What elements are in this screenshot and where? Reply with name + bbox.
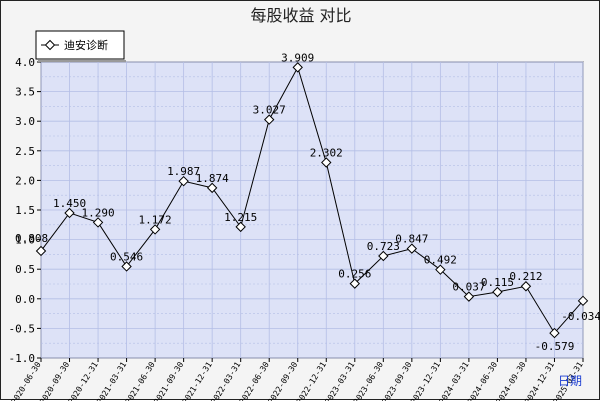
y-axis: 4.0 3.5 3.0 2.5 2.0 1.5 1.0 0.5 0.0 -0.5 -1.0 bbox=[9, 56, 41, 365]
y-tick-label: -0.5 bbox=[9, 322, 36, 335]
x-tick-label: 2023-09-30 bbox=[380, 360, 413, 401]
x-tick-label: 2022-03-31 bbox=[209, 360, 242, 401]
x-tick-label: 2023-06-30 bbox=[352, 360, 385, 401]
data-label: 1.215 bbox=[224, 211, 257, 224]
data-label: 0.212 bbox=[509, 270, 542, 283]
data-point bbox=[64, 207, 75, 219]
data-point bbox=[292, 62, 303, 73]
data-label: 0.723 bbox=[367, 240, 400, 253]
legend-marker-icon bbox=[44, 39, 56, 51]
legend-shadow bbox=[38, 60, 126, 62]
data-label: 0.546 bbox=[110, 250, 143, 263]
y-tick-label: 4.0 bbox=[15, 56, 35, 69]
data-point bbox=[178, 175, 189, 187]
data-label: 3.909 bbox=[281, 51, 314, 64]
x-tick-label: 2024-09-30 bbox=[494, 360, 527, 401]
data-point bbox=[149, 224, 161, 235]
grid-lines bbox=[40, 61, 584, 359]
y-tick-label: -1.0 bbox=[9, 352, 36, 365]
x-tick-label: 2024-03-31 bbox=[437, 360, 470, 401]
y-tick-label: 0.0 bbox=[15, 293, 35, 306]
data-point bbox=[378, 250, 389, 262]
data-point bbox=[463, 291, 475, 302]
data-point bbox=[35, 245, 47, 257]
y-tick-label: 1.0 bbox=[15, 234, 35, 247]
data-point bbox=[549, 327, 560, 339]
data-point bbox=[264, 114, 275, 125]
data-point bbox=[206, 182, 218, 194]
x-tick-label: 2022-06-30 bbox=[238, 360, 271, 401]
data-point bbox=[520, 281, 532, 292]
data-label: 0.256 bbox=[338, 268, 371, 281]
data-label: 1.987 bbox=[167, 165, 200, 178]
x-tick-label: 2024-06-30 bbox=[466, 360, 499, 401]
data-point bbox=[577, 295, 589, 307]
data-label: 0.847 bbox=[395, 233, 428, 246]
x-axis-label: 日期 bbox=[558, 374, 582, 388]
x-tick-label: 2024-12-31 bbox=[523, 360, 556, 401]
y-tick-label: 1.5 bbox=[15, 204, 35, 217]
data-label: 0.808 bbox=[15, 232, 48, 245]
data-point bbox=[492, 286, 503, 298]
data-label: -0.034 bbox=[561, 310, 600, 323]
y-tick-label: 2.5 bbox=[15, 145, 35, 158]
y-tick-label: 2.0 bbox=[15, 174, 35, 187]
data-point bbox=[349, 278, 360, 289]
data-point bbox=[321, 157, 332, 168]
data-point bbox=[235, 221, 246, 233]
x-tick-label: 2021-09-30 bbox=[152, 360, 185, 401]
data-point bbox=[92, 217, 104, 228]
y-tick-label: 3.0 bbox=[15, 115, 35, 128]
y-tick-label: 0.5 bbox=[15, 263, 35, 276]
data-label: 1.450 bbox=[53, 197, 86, 210]
chart-title: 每股收益 对比 bbox=[250, 6, 351, 25]
x-tick-label: 2020-06-30 bbox=[10, 360, 43, 401]
x-tick-label: 2021-06-30 bbox=[124, 360, 157, 401]
legend: 迪安诊断 bbox=[35, 30, 126, 62]
data-label: 2.302 bbox=[310, 147, 343, 160]
data-label: 0.115 bbox=[481, 276, 514, 289]
series-line bbox=[40, 66, 584, 334]
x-tick-label: 2023-12-31 bbox=[409, 360, 442, 401]
data-label: 1.290 bbox=[81, 206, 114, 219]
x-tick-label: 2023-03-31 bbox=[323, 360, 356, 401]
data-label: 1.172 bbox=[139, 213, 172, 226]
x-tick-label: 2022-12-31 bbox=[295, 360, 328, 401]
x-axis: 2020-06-302020-09-302020-12-312021-03-31… bbox=[10, 358, 585, 401]
data-label: -0.579 bbox=[535, 340, 575, 353]
x-tick-label: 2021-03-31 bbox=[95, 360, 128, 401]
data-point bbox=[435, 264, 446, 275]
x-tick-label: 2022-09-30 bbox=[266, 360, 299, 401]
x-tick-label: 2021-12-31 bbox=[181, 360, 214, 401]
x-tick-label: 2020-12-31 bbox=[67, 360, 100, 401]
data-label: 1.874 bbox=[196, 172, 229, 185]
series-layer bbox=[35, 62, 589, 339]
data-label: 0.037 bbox=[452, 281, 485, 294]
data-label: 3.027 bbox=[253, 104, 286, 117]
legend-series-name: 迪安诊断 bbox=[64, 38, 108, 52]
data-point bbox=[406, 243, 418, 254]
data-point bbox=[121, 261, 132, 272]
x-tick-label: 2020-09-30 bbox=[38, 360, 71, 401]
y-tick-label: 3.5 bbox=[15, 86, 35, 99]
data-label: 0.492 bbox=[424, 254, 457, 267]
